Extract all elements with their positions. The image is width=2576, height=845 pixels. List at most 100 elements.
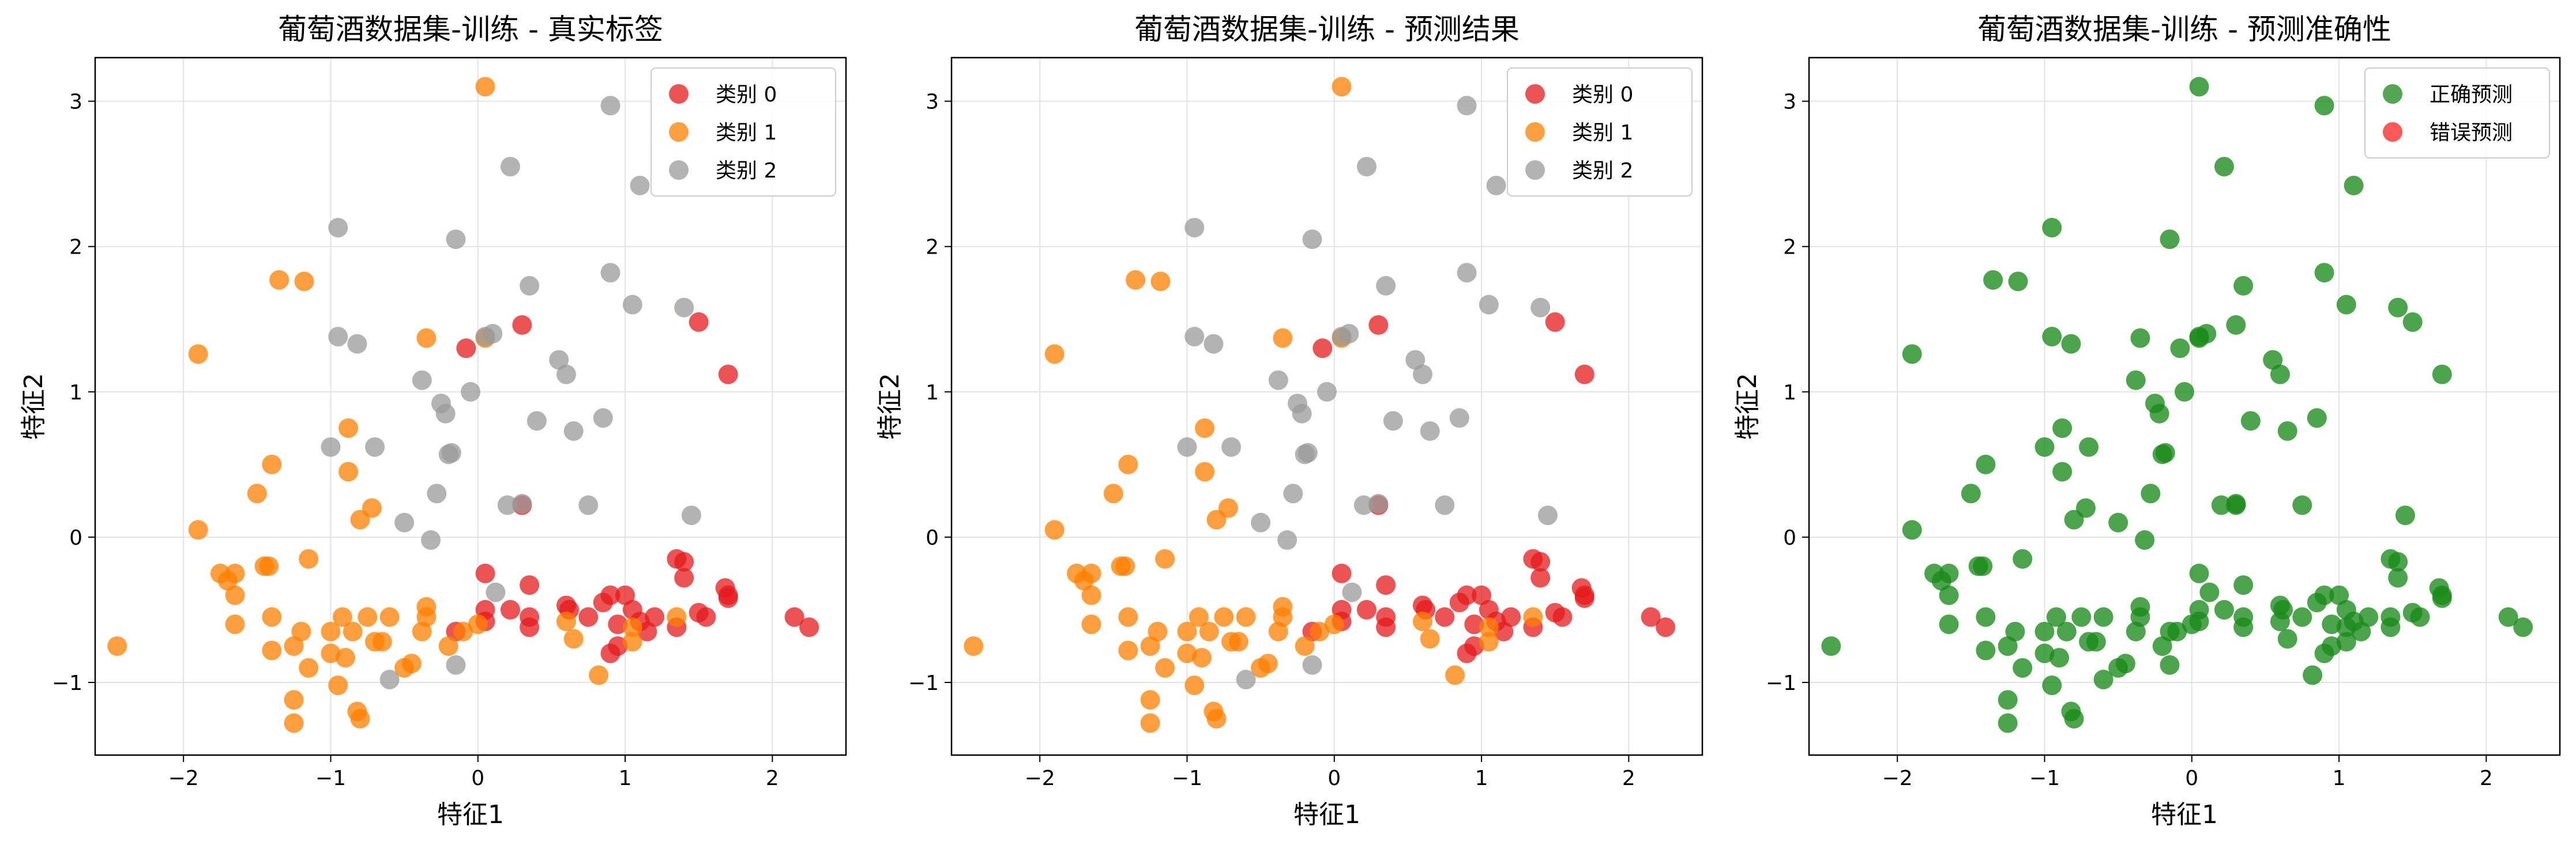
scatter-point xyxy=(1656,617,1676,637)
scatter-point xyxy=(2303,665,2323,685)
scatter-point xyxy=(674,552,694,572)
scatter-point xyxy=(2013,549,2033,569)
x-tick-label: 0 xyxy=(1328,767,1341,790)
scatter-point xyxy=(520,575,540,595)
scatter-point xyxy=(2336,632,2356,652)
x-tick-label: 2 xyxy=(1622,767,1635,790)
scatter-point xyxy=(622,632,642,652)
legend-marker xyxy=(1525,84,1545,104)
scatter-point xyxy=(1939,614,1959,635)
scatter-point xyxy=(2160,229,2180,250)
scatter-point xyxy=(1044,520,1065,540)
x-axis-label: 特征1 xyxy=(1293,800,1360,829)
scatter-point xyxy=(225,563,245,583)
scatter-point xyxy=(299,549,319,569)
y-tick-label: 3 xyxy=(926,90,939,114)
scatter-point xyxy=(1412,364,1432,384)
scatter-point xyxy=(1479,632,1499,652)
x-tick-label: 1 xyxy=(619,767,632,790)
scatter-point xyxy=(2292,607,2312,627)
scatter-point xyxy=(1435,607,1455,627)
scatter-point xyxy=(784,607,804,627)
scatter-point xyxy=(421,530,441,550)
scatter-point xyxy=(2135,530,2155,550)
scatter-point xyxy=(1228,632,1248,652)
scatter-point xyxy=(1376,276,1396,296)
scatter-point xyxy=(1420,629,1440,649)
scatter-point xyxy=(2071,607,2092,627)
y-tick-label: −1 xyxy=(1766,672,1796,695)
scatter-point xyxy=(336,648,355,668)
scatter-point xyxy=(1204,334,1224,354)
scatter-point xyxy=(2402,312,2423,332)
scatter-point xyxy=(2175,382,2194,402)
data-points xyxy=(107,77,819,733)
scatter-point xyxy=(438,636,458,656)
scatter-point xyxy=(2388,568,2408,588)
scatter-point xyxy=(1574,364,1595,384)
data-points xyxy=(964,77,1676,733)
scatter-point xyxy=(2056,621,2077,642)
scatter-point xyxy=(441,443,461,463)
scatter-point xyxy=(689,312,709,332)
scatter-point xyxy=(1464,636,1484,656)
scatter-point xyxy=(681,506,701,526)
scatter-point xyxy=(1115,556,1135,576)
scatter-point xyxy=(2093,669,2114,689)
scatter-point xyxy=(1140,713,1160,733)
scatter-point xyxy=(2035,643,2055,663)
scatter-point xyxy=(1218,498,1238,518)
scatter-point xyxy=(1310,621,1330,642)
scatter-point xyxy=(2226,315,2246,335)
scatter-point xyxy=(2197,323,2217,344)
scatter-point xyxy=(2130,607,2150,627)
scatter-point xyxy=(2005,621,2025,642)
scatter-point xyxy=(1195,462,1215,482)
scatter-point xyxy=(2152,636,2172,656)
scatter-point xyxy=(1376,607,1396,627)
scatter-point xyxy=(446,229,466,250)
scatter-point xyxy=(1356,157,1377,177)
scatter-point xyxy=(1976,607,1996,627)
scatter-point xyxy=(2049,648,2069,668)
scatter-point xyxy=(2233,276,2254,296)
scatter-point xyxy=(600,585,621,605)
scatter-point xyxy=(339,462,359,482)
scatter-point xyxy=(347,334,367,354)
scatter-point xyxy=(1821,636,1841,656)
y-tick-label: −1 xyxy=(52,672,82,695)
legend-label: 类别 1 xyxy=(716,121,777,145)
scatter-point xyxy=(556,364,576,384)
y-axis-label: 特征2 xyxy=(19,373,48,440)
scatter-point xyxy=(2388,297,2408,318)
scatter-point xyxy=(2042,327,2062,346)
scatter-point xyxy=(2052,462,2073,482)
scatter-point xyxy=(2336,617,2356,637)
scatter-point xyxy=(2226,493,2246,514)
x-tick-label: 0 xyxy=(471,767,484,790)
scatter-point xyxy=(630,175,650,195)
scatter-point xyxy=(328,217,348,237)
scatter-point xyxy=(188,344,208,364)
scatter-point xyxy=(1523,607,1543,627)
scatter-point xyxy=(2141,484,2161,504)
y-axis-label: 特征2 xyxy=(1733,373,1762,440)
scatter-point xyxy=(512,315,532,335)
scatter-point xyxy=(563,629,584,649)
scatter-point xyxy=(2359,607,2379,627)
scatter-point xyxy=(2189,77,2209,97)
scatter-point xyxy=(453,621,473,642)
scatter-point xyxy=(600,263,621,283)
scatter-point xyxy=(1641,607,1661,627)
scatter-point xyxy=(328,327,348,346)
scatter-point xyxy=(520,607,540,627)
scatter-point xyxy=(416,328,437,348)
scatter-point xyxy=(294,271,314,292)
scatter-point xyxy=(556,612,576,632)
scatter-panel-true-labels: 葡萄酒数据集-训练 - 真实标签 特征1 特征2 −2 −1 0 1 2 −1 0 1 2 3 类别… xyxy=(19,13,847,829)
scatter-point xyxy=(1961,484,1981,504)
scatter-point xyxy=(1155,658,1175,678)
scatter-point xyxy=(2126,370,2146,390)
scatter-point xyxy=(1552,607,1573,627)
